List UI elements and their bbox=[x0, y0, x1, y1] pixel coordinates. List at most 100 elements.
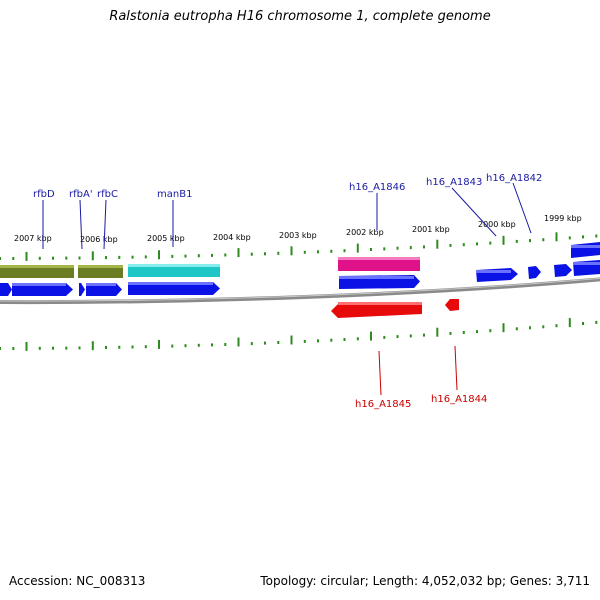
upper-tick-ruler bbox=[0, 232, 598, 261]
minor-tick bbox=[317, 339, 319, 343]
kbp-label-2006: 2006 kbp bbox=[80, 235, 118, 244]
chromosome-backbone-highlight bbox=[0, 277, 600, 302]
minor-tick bbox=[515, 239, 518, 243]
minor-tick bbox=[144, 345, 147, 349]
gene-label-rfbC: rfbC bbox=[97, 189, 118, 200]
minor-tick bbox=[211, 253, 213, 257]
minor-tick bbox=[409, 334, 412, 338]
minor-tick bbox=[131, 255, 134, 259]
minor-tick bbox=[211, 343, 213, 347]
minor-tick bbox=[277, 251, 280, 255]
forward-cds-arrow bbox=[79, 283, 85, 296]
minor-tick bbox=[197, 254, 200, 258]
major-tick bbox=[568, 318, 571, 328]
gene-label-group-h16_A1843: h16_A1843 bbox=[426, 177, 497, 237]
minor-tick bbox=[52, 256, 54, 260]
pink-feature bbox=[338, 257, 420, 271]
minor-tick bbox=[476, 242, 478, 246]
major-tick bbox=[158, 339, 160, 349]
minor-tick bbox=[131, 345, 134, 349]
major-tick bbox=[290, 246, 293, 256]
major-tick bbox=[436, 239, 439, 249]
minor-tick bbox=[184, 344, 187, 348]
kbp-label-1999: 1999 kbp bbox=[544, 214, 582, 223]
gene-label-group-h16_A1844: h16_A1844 bbox=[431, 345, 487, 405]
minor-tick bbox=[144, 255, 147, 259]
lower-tick-ruler bbox=[0, 318, 598, 351]
minor-tick bbox=[330, 249, 333, 253]
minor-tick bbox=[52, 346, 54, 350]
minor-tick bbox=[568, 236, 571, 240]
minor-tick bbox=[449, 243, 452, 247]
major-tick bbox=[25, 341, 28, 351]
minor-tick bbox=[489, 241, 492, 245]
major-tick bbox=[290, 335, 293, 345]
minor-tick bbox=[370, 248, 372, 251]
forward-cds-arrow bbox=[0, 283, 12, 296]
minor-tick bbox=[12, 257, 15, 260]
minor-tick bbox=[542, 238, 545, 242]
minor-tick bbox=[224, 253, 227, 257]
reverse-cds-arrow bbox=[331, 302, 422, 318]
minor-tick bbox=[118, 255, 121, 259]
forward-cds-arrow bbox=[339, 275, 420, 289]
minor-tick bbox=[423, 333, 425, 337]
minor-tick bbox=[529, 239, 531, 243]
gene-label-h16_A1846: h16_A1846 bbox=[349, 182, 405, 193]
gene-label-h16_A1842: h16_A1842 bbox=[486, 173, 542, 184]
kbp-label-2007: 2007 kbp bbox=[14, 234, 52, 243]
minor-tick bbox=[409, 246, 412, 250]
minor-tick bbox=[383, 247, 386, 251]
major-tick bbox=[25, 251, 28, 261]
olive-feature-2 bbox=[78, 265, 123, 278]
minor-tick bbox=[105, 256, 107, 260]
minor-tick bbox=[476, 330, 478, 334]
major-tick bbox=[502, 235, 505, 245]
forward-cds-arrow bbox=[571, 242, 600, 258]
kbp-label-2005: 2005 kbp bbox=[147, 234, 185, 243]
major-tick bbox=[356, 243, 359, 253]
minor-tick bbox=[555, 324, 558, 328]
minor-tick bbox=[303, 339, 306, 343]
major-tick bbox=[555, 232, 558, 242]
minor-tick bbox=[171, 344, 174, 348]
minor-tick bbox=[356, 337, 359, 341]
minor-tick bbox=[105, 346, 107, 349]
minor-tick bbox=[542, 325, 545, 329]
major-tick bbox=[436, 327, 439, 337]
major-tick bbox=[370, 331, 372, 341]
kbp-label-2000: 2000 kbp bbox=[478, 220, 516, 229]
minor-tick bbox=[595, 234, 598, 238]
minor-tick bbox=[0, 257, 1, 260]
minor-tick bbox=[184, 254, 187, 258]
gene-label-rfbA: rfbA' bbox=[69, 189, 93, 200]
minor-tick bbox=[0, 347, 1, 350]
gene-label-group-manB1: manB1 bbox=[157, 189, 192, 247]
major-tick bbox=[502, 323, 505, 333]
forward-cds-arrow bbox=[528, 266, 541, 279]
gene-label-group-h16_A1846: h16_A1846 bbox=[349, 182, 405, 230]
major-tick bbox=[237, 248, 240, 258]
major-tick bbox=[158, 250, 160, 260]
chromosome-backbone bbox=[0, 277, 600, 305]
minor-tick bbox=[277, 341, 280, 344]
gene-label-h16_A1844: h16_A1844 bbox=[431, 394, 487, 405]
map-title: Ralstonia eutropha H16 chromosome 1, com… bbox=[109, 9, 491, 24]
forward-cds-arrow bbox=[554, 264, 572, 277]
kbp-label-2001: 2001 kbp bbox=[412, 225, 450, 234]
gene-label-group-rfbD: rfbD bbox=[33, 189, 55, 249]
minor-tick bbox=[489, 329, 492, 333]
minor-tick bbox=[224, 343, 227, 346]
gene-label-rfbD: rfbD bbox=[33, 189, 55, 200]
minor-tick bbox=[515, 327, 518, 331]
minor-tick bbox=[396, 246, 399, 250]
gene-label-group-h16_A1842: h16_A1842 bbox=[486, 173, 542, 234]
forward-cds-arrow bbox=[476, 268, 518, 282]
minor-tick bbox=[343, 338, 346, 341]
minor-tick bbox=[582, 235, 584, 239]
minor-tick bbox=[12, 347, 15, 350]
minor-tick bbox=[383, 335, 386, 339]
minor-tick bbox=[595, 320, 598, 324]
minor-tick bbox=[582, 322, 584, 325]
forward-cds-arrow bbox=[128, 282, 220, 295]
